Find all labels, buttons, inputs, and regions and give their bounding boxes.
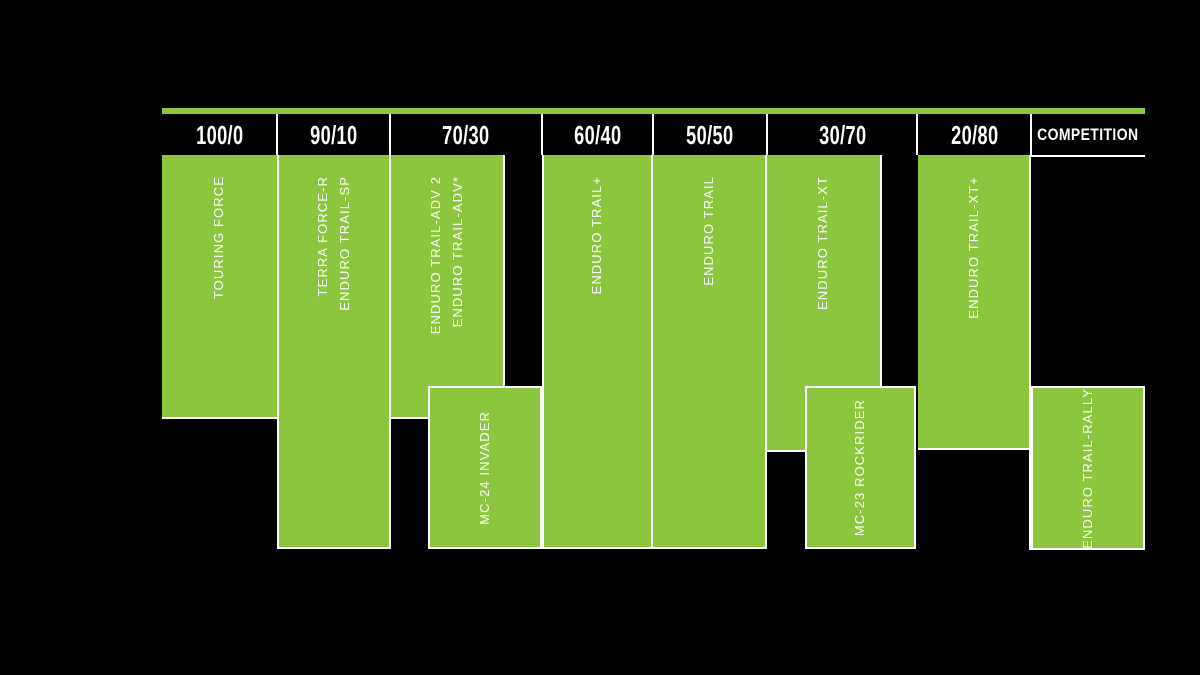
bar-label: ENDURO TRAIL-RALLY (1079, 388, 1095, 548)
bar-label-wrap: ENDURO TRAIL-ADV 2 ENDURO TRAIL-ADV* (391, 155, 503, 417)
bar-label: TOURING FORCE (211, 176, 227, 300)
bar-label: TERRA FORCE-R (314, 176, 330, 297)
header-label: 60/40 (573, 119, 622, 150)
header-separator (652, 114, 654, 155)
header-label: COMPETITION (1037, 125, 1139, 144)
bar-label-wrap: MC-24 INVADER (430, 388, 540, 547)
header-cell-90-10: 90/10 (277, 116, 390, 154)
header-accent-line (162, 108, 1145, 114)
bar-touring-force: TOURING FORCE (162, 155, 277, 419)
bar-label-wrap: TOURING FORCE (162, 155, 277, 417)
header-separator (916, 114, 918, 155)
header-separator (1030, 114, 1032, 155)
header-label: 100/0 (195, 119, 244, 150)
bar-label-wrap: ENDURO TRAIL-RALLY (1033, 388, 1143, 548)
header-cell-30-70: 30/70 (767, 116, 918, 154)
box-mc23-rockrider: MC-23 ROCKRIDER (805, 386, 916, 549)
bar-label: ENDURO TRAIL-ADV* (450, 176, 465, 328)
header-separator (766, 114, 768, 155)
header-cell-50-50: 50/50 (653, 116, 767, 154)
header-label: 20/80 (950, 119, 999, 150)
competition-underline (1031, 155, 1145, 157)
box-enduro-trail-rally: ENDURO TRAIL-RALLY (1031, 386, 1145, 550)
bar-label: ENDURO TRAIL-XT (815, 176, 831, 310)
bar-label: MC-24 INVADER (476, 410, 492, 525)
header-cell-70-30: 70/30 (390, 116, 542, 154)
bar-label-wrap: TERRA FORCE-R ENDURO TRAIL-SP (279, 155, 389, 547)
header-cell-20-80: 20/80 (918, 116, 1031, 154)
bar-label: ENDURO TRAIL-ADV 2 (427, 176, 443, 335)
bar-label: ENDURO TRAIL-SP (337, 176, 352, 311)
bar-label-wrap: ENDURO TRAIL-XT+ (918, 155, 1030, 448)
competition-divider (1029, 155, 1031, 550)
box-mc24-invader: MC-24 INVADER (428, 386, 542, 549)
header-cell-60-40: 60/40 (542, 116, 653, 154)
bar-label-wrap: MC-23 ROCKRIDER (807, 388, 914, 547)
bar-enduro-trail-adv: ENDURO TRAIL-ADV 2 ENDURO TRAIL-ADV* (391, 155, 505, 419)
bar-terra-force-r: TERRA FORCE-R ENDURO TRAIL-SP (277, 155, 391, 549)
bar-enduro-trail-xt-plus: ENDURO TRAIL-XT+ (918, 155, 1030, 450)
header-separator (276, 114, 278, 155)
header-label: 50/50 (686, 119, 734, 150)
header-cell-competition: COMPETITION (1031, 116, 1145, 154)
header-cell-100-0: 100/0 (162, 116, 277, 154)
bar-enduro-trail-plus: ENDURO TRAIL+ (542, 155, 653, 549)
header-label: 30/70 (818, 119, 867, 150)
header-label: 90/10 (309, 119, 358, 150)
header-separator (541, 114, 543, 155)
header-separator (389, 114, 391, 155)
bar-label: MC-23 ROCKRIDER (852, 398, 868, 537)
bar-enduro-trail: ENDURO TRAIL (653, 155, 767, 549)
bar-label: ENDURO TRAIL (700, 176, 716, 286)
header-label: 70/30 (442, 119, 490, 150)
bar-label: ENDURO TRAIL-XT+ (965, 176, 981, 319)
bar-label: ENDURO TRAIL+ (589, 176, 605, 295)
bar-label-wrap: ENDURO TRAIL+ (544, 155, 651, 547)
bar-label-wrap: ENDURO TRAIL (653, 155, 765, 547)
